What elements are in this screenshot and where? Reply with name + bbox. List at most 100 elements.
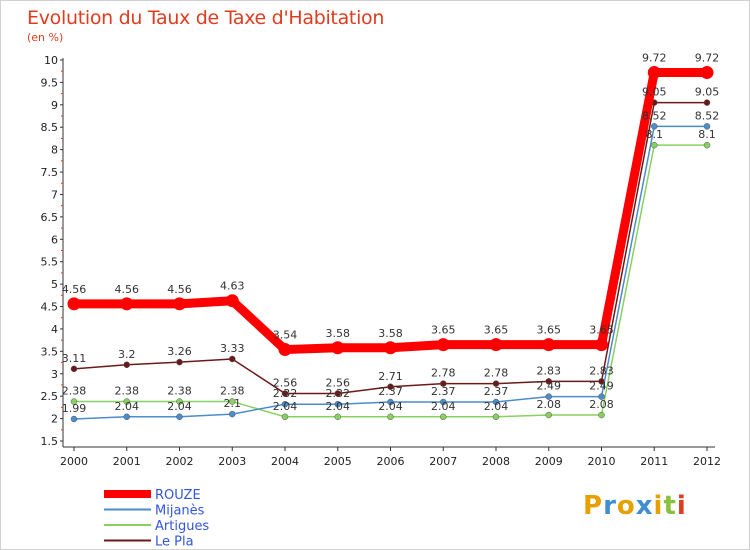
data-point-artigues <box>703 141 711 149</box>
data-point-rouze <box>542 338 556 352</box>
data-label-mijan-s: 2.37 <box>484 385 509 398</box>
data-point-artigues <box>123 398 130 405</box>
legend-label-le-pla: Le Pla <box>155 535 194 550</box>
chart-title: Evolution du Taux de Taxe d'Habitation <box>27 7 385 29</box>
x-tick-label: 2012 <box>693 455 721 468</box>
data-point-le-pla <box>70 365 78 373</box>
data-label-artigues: 2.04 <box>431 400 456 413</box>
data-label-mijan-s: 2.32 <box>273 387 298 400</box>
data-point-artigues <box>229 398 236 405</box>
data-label-mijan-s: 2.37 <box>431 385 456 398</box>
data-point-rouze <box>67 297 81 311</box>
data-point-rouze <box>331 341 345 355</box>
data-point-artigues <box>281 413 289 421</box>
data-label-artigues: 2.04 <box>326 400 351 413</box>
data-point-rouze <box>647 66 661 80</box>
x-tick-label: 2004 <box>271 455 299 468</box>
data-point-le-pla <box>229 355 236 363</box>
data-label-rouze: 3.65 <box>431 324 456 337</box>
y-tick-label: 10 <box>44 54 58 67</box>
logo-letter: P <box>583 491 604 521</box>
data-label-le-pla: 3.26 <box>167 345 192 358</box>
data-point-artigues <box>387 413 394 421</box>
y-tick-label: 4.5 <box>41 301 59 314</box>
y-tick-label: 5 <box>51 278 58 291</box>
x-tick-label: 2009 <box>535 455 563 468</box>
data-label-rouze: 9.72 <box>695 52 720 65</box>
data-label-artigues: 2.38 <box>115 385 140 398</box>
data-label-mijan-s: 2.49 <box>537 380 562 393</box>
y-tick-label: 2 <box>51 413 58 426</box>
data-point-mijan-s <box>492 398 500 406</box>
proxiti-logo: Proxiti <box>583 491 687 521</box>
y-tick-label: 1.5 <box>41 435 59 448</box>
data-point-rouze <box>700 66 714 80</box>
axes: 1.522.533.544.555.566.577.588.599.510200… <box>41 54 722 468</box>
y-tick-label: 5.5 <box>41 256 59 269</box>
data-label-mijan-s: 8.52 <box>695 109 720 122</box>
data-point-mijan-s <box>123 413 130 421</box>
x-tick-label: 2006 <box>377 455 405 468</box>
data-point-artigues <box>176 398 183 405</box>
data-label-artigues: 2.08 <box>589 398 614 411</box>
data-label-artigues: 2.04 <box>378 400 403 413</box>
data-point-artigues <box>70 398 78 405</box>
logo-letter: t <box>663 491 677 521</box>
x-tick-label: 2001 <box>113 455 141 468</box>
data-point-le-pla <box>545 378 552 385</box>
y-tick-label: 8.5 <box>41 121 59 134</box>
logo-letter: o <box>616 491 636 521</box>
data-label-rouze: 3.58 <box>378 327 403 340</box>
series-layer <box>67 66 714 423</box>
data-point-le-pla <box>492 380 500 387</box>
data-label-le-pla: 2.56 <box>273 376 298 389</box>
x-tick-label: 2008 <box>482 455 510 468</box>
x-tick-label: 2003 <box>218 455 246 468</box>
data-label-rouze: 3.65 <box>484 324 509 337</box>
data-point-mijan-s <box>229 410 236 418</box>
data-label-le-pla: 2.78 <box>484 367 509 380</box>
data-label-mijan-s: 2.32 <box>326 387 351 400</box>
data-label-rouze: 4.56 <box>115 283 140 296</box>
data-label-artigues: 2.04 <box>273 400 298 413</box>
data-label-mijan-s: 2.49 <box>589 380 614 393</box>
y-tick-label: 7.5 <box>41 166 59 179</box>
x-tick-label: 2011 <box>640 455 668 468</box>
data-point-rouze <box>225 294 239 308</box>
data-point-rouze <box>489 338 503 352</box>
data-label-mijan-s: 2.04 <box>167 400 192 413</box>
data-point-rouze <box>436 338 450 352</box>
data-label-rouze: 3.58 <box>326 327 351 340</box>
data-label-mijan-s: 2.37 <box>378 385 403 398</box>
data-point-le-pla <box>281 390 289 397</box>
data-label-le-pla: 9.05 <box>695 86 720 99</box>
data-label-le-pla: 2.83 <box>589 364 614 377</box>
y-tick-label: 8 <box>51 144 58 157</box>
logo-letter: r <box>603 491 617 521</box>
data-label-rouze: 3.65 <box>589 324 614 337</box>
y-tick-label: 6 <box>51 233 58 246</box>
data-point-artigues <box>334 413 341 421</box>
data-label-le-pla: 2.83 <box>537 364 562 377</box>
y-tick-label: 4 <box>51 323 58 336</box>
data-label-artigues: 2.38 <box>62 385 87 398</box>
y-tick-label: 9.5 <box>41 76 59 89</box>
y-tick-label: 3.5 <box>41 345 59 358</box>
data-point-mijan-s <box>598 393 605 400</box>
legend-label-artigues: Artigues <box>155 519 209 534</box>
data-point-le-pla <box>387 383 394 391</box>
x-tick-label: 2002 <box>166 455 194 468</box>
data-point-mijan-s <box>440 398 447 406</box>
x-tick-label: 2000 <box>60 455 88 468</box>
data-point-le-pla <box>176 358 183 366</box>
data-label-rouze: 3.65 <box>537 324 562 337</box>
data-label-artigues: 2.38 <box>220 385 245 398</box>
data-point-mijan-s <box>545 393 552 400</box>
y-tick-label: 9 <box>51 99 58 112</box>
data-label-rouze: 4.56 <box>62 283 87 296</box>
data-point-rouze <box>120 297 134 311</box>
data-label-mijan-s: 2.1 <box>224 397 242 410</box>
data-point-rouze <box>173 297 186 311</box>
data-label-le-pla: 3.11 <box>62 352 87 365</box>
